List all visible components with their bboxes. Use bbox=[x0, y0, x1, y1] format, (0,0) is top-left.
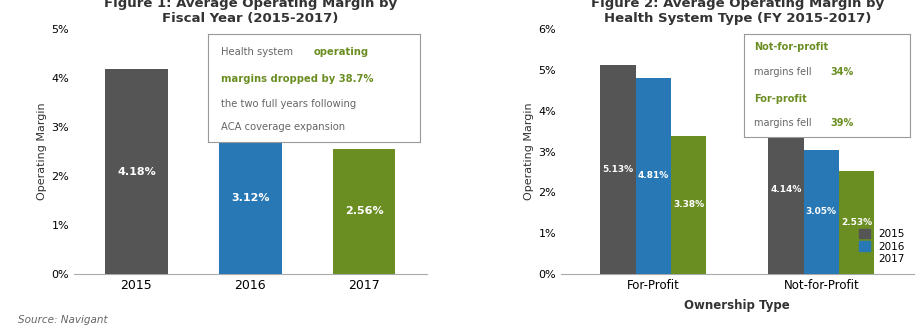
Text: 3.12%: 3.12% bbox=[231, 193, 270, 202]
Text: 4.18%: 4.18% bbox=[117, 167, 156, 177]
X-axis label: Ownership Type: Ownership Type bbox=[685, 299, 790, 312]
Text: 3.38%: 3.38% bbox=[673, 200, 704, 210]
Text: 5.13%: 5.13% bbox=[603, 165, 633, 174]
Bar bbox=[804, 150, 839, 274]
Bar bbox=[600, 65, 636, 274]
Legend: 2015, 2016, 2017: 2015, 2016, 2017 bbox=[855, 224, 908, 269]
Bar bbox=[105, 69, 168, 274]
Y-axis label: Operating Margin: Operating Margin bbox=[524, 103, 534, 200]
Y-axis label: Operating Margin: Operating Margin bbox=[37, 103, 47, 200]
Text: 3.05%: 3.05% bbox=[806, 207, 837, 216]
Text: 2.56%: 2.56% bbox=[345, 206, 383, 216]
Text: 2.53%: 2.53% bbox=[841, 218, 872, 227]
Bar bbox=[636, 78, 671, 274]
Text: 4.14%: 4.14% bbox=[771, 185, 802, 194]
Text: Source: Navigant: Source: Navigant bbox=[18, 315, 108, 325]
Bar bbox=[839, 171, 874, 274]
Bar bbox=[219, 121, 282, 274]
Bar bbox=[333, 149, 395, 274]
Bar bbox=[671, 136, 706, 274]
Bar bbox=[769, 105, 804, 274]
Text: 4.81%: 4.81% bbox=[638, 171, 669, 180]
Title: Figure 1: Average Operating Margin by
Fiscal Year (2015-2017): Figure 1: Average Operating Margin by Fi… bbox=[103, 0, 397, 25]
Title: Figure 2: Average Operating Margin by
Health System Type (FY 2015-2017): Figure 2: Average Operating Margin by He… bbox=[591, 0, 884, 25]
